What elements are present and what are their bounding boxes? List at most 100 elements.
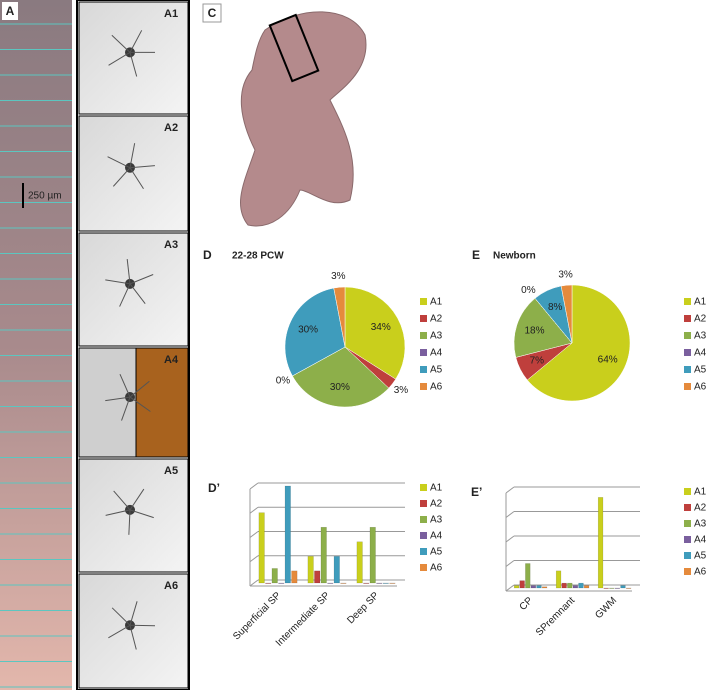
process: [105, 396, 131, 402]
legend-label: A2: [694, 314, 707, 325]
process: [113, 490, 131, 511]
legend-swatch: [420, 548, 427, 555]
bar: [583, 585, 590, 589]
legend-swatch: [684, 383, 691, 390]
process: [108, 51, 131, 66]
bar: [382, 582, 389, 584]
data-label: 64%: [598, 354, 618, 365]
legend-swatch: [420, 332, 427, 339]
legend-swatch: [684, 349, 691, 356]
process: [129, 167, 144, 190]
legend-label: A1: [694, 487, 707, 498]
process: [128, 509, 131, 535]
grid-line: [249, 506, 259, 514]
micrograph-label: A6: [164, 580, 178, 592]
process: [111, 607, 131, 626]
pie-slice: [344, 286, 406, 380]
micrograph: [78, 458, 189, 573]
process: [126, 258, 131, 284]
panel-label: A: [6, 4, 15, 18]
process: [129, 488, 145, 511]
process: [129, 143, 136, 168]
panel-label: E: [472, 248, 480, 262]
bar: [530, 585, 537, 589]
brain-section: [240, 11, 367, 227]
legend-swatch: [684, 520, 691, 527]
legend-swatch: [420, 349, 427, 356]
legend-swatch: [684, 315, 691, 322]
bar: [555, 570, 562, 589]
data-label: 18%: [524, 325, 544, 336]
legend-label: A6: [694, 567, 707, 578]
legend-swatch: [420, 383, 427, 390]
legend-swatch: [684, 552, 691, 559]
grid-line: [505, 560, 515, 567]
legend-label: A4: [430, 348, 443, 359]
legend-swatch: [420, 366, 427, 373]
process: [129, 52, 138, 77]
grid-line: [249, 555, 259, 563]
data-label: 3%: [394, 385, 409, 396]
data-label: 0%: [276, 376, 291, 387]
data-label: 3%: [331, 271, 346, 282]
data-label: 0%: [521, 285, 536, 296]
x-tick-label: Deep SP: [345, 590, 381, 626]
bar: [356, 541, 363, 584]
bar: [541, 586, 548, 589]
bar: [363, 582, 370, 584]
legend-label: A4: [694, 348, 707, 359]
bar: [265, 582, 272, 584]
data-label: 34%: [371, 322, 391, 333]
bar: [320, 526, 327, 584]
bar: [258, 512, 265, 584]
legend-label: A2: [430, 314, 443, 325]
bar: [340, 582, 347, 584]
pie-slice: [284, 287, 346, 377]
legend-swatch: [420, 516, 427, 523]
bar: [271, 568, 278, 584]
bar: [536, 585, 542, 589]
bar: [561, 582, 567, 589]
legend-swatch: [420, 298, 427, 305]
legend-label: A3: [430, 515, 443, 526]
legend-label: A6: [694, 382, 707, 393]
data-label: 30%: [330, 382, 350, 393]
x-tick-label: Intermediate SP: [274, 590, 333, 649]
bar: [369, 526, 376, 584]
bar: [314, 570, 321, 584]
bar: [578, 582, 584, 589]
pie-slice: [292, 346, 390, 408]
bar: [572, 585, 579, 589]
process: [129, 509, 154, 519]
legend-label: A3: [430, 331, 443, 342]
process: [108, 624, 131, 639]
chart-title: 22-28 PCW: [232, 251, 284, 262]
legend-swatch: [684, 536, 691, 543]
bar: [625, 587, 632, 589]
micrograph-label: A3: [164, 239, 178, 251]
bar: [284, 485, 291, 584]
bar: [567, 582, 573, 589]
legend-label: A5: [430, 547, 443, 558]
legend-label: A1: [430, 483, 443, 494]
charts: 22-28 PCW 34% A1 3% A2 30% A3 0% A4 30% A5 3% A6 Newb…: [231, 251, 706, 649]
process: [119, 283, 131, 307]
grid-line: [249, 531, 259, 538]
legend-swatch: [684, 332, 691, 339]
legend-label: A6: [430, 382, 443, 393]
bar: [307, 556, 314, 584]
micrograph-label: A5: [164, 465, 178, 477]
legend-label: A2: [430, 499, 443, 510]
grid-line: [505, 584, 515, 592]
legend-swatch: [684, 366, 691, 373]
grid-line: [505, 535, 515, 543]
process: [121, 396, 131, 421]
micrograph-label: A1: [164, 8, 178, 20]
panel-label: E’: [471, 485, 482, 499]
bar: [389, 582, 396, 584]
legend-swatch: [684, 504, 691, 511]
label-box: [202, 3, 222, 23]
x-tick-label: CP: [518, 595, 536, 613]
